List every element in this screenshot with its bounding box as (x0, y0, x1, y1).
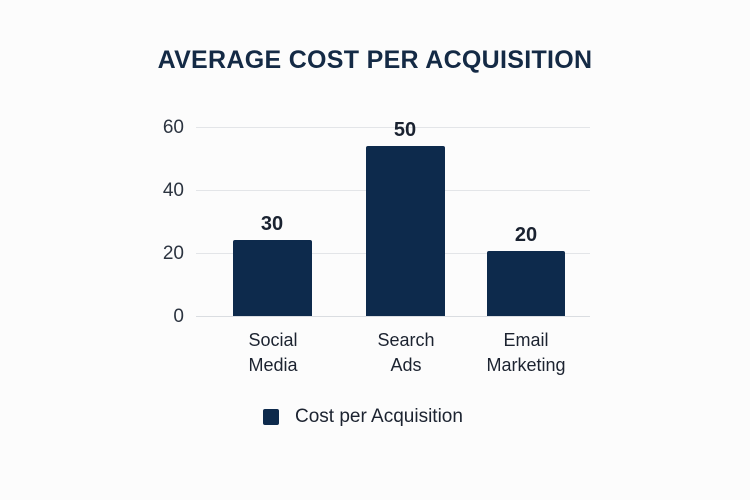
y-tick-20: 20 (162, 243, 184, 264)
x-label-line: Email (503, 330, 549, 350)
bar-email-marketing (487, 251, 565, 316)
x-label-email-marketing: Email Marketing (461, 328, 591, 378)
x-axis-line (196, 316, 590, 317)
x-label-line: Ads (390, 355, 422, 375)
bar-search-ads (366, 146, 445, 316)
legend-swatch-icon (263, 409, 279, 425)
bar-social-media (233, 240, 312, 316)
x-label-line: Social (248, 330, 298, 350)
value-label-search-ads: 50 (393, 119, 417, 141)
x-label-search-ads: Search Ads (341, 328, 471, 378)
x-label-social-media: Social Media (208, 328, 338, 378)
y-tick-0: 0 (173, 306, 184, 327)
value-label-email-marketing: 20 (514, 224, 538, 246)
x-label-line: Marketing (486, 355, 566, 375)
y-tick-40: 40 (162, 180, 184, 201)
value-label-social-media: 30 (260, 213, 284, 235)
legend-label: Cost per Acquisition (295, 406, 463, 427)
chart-title: AVERAGE COST PER ACQUISITION (157, 46, 593, 74)
x-label-line: Search (377, 330, 435, 350)
x-label-line: Media (248, 355, 298, 375)
legend: Cost per Acquisition (263, 406, 463, 428)
y-tick-60: 60 (162, 117, 184, 138)
gridline-60 (196, 127, 590, 128)
